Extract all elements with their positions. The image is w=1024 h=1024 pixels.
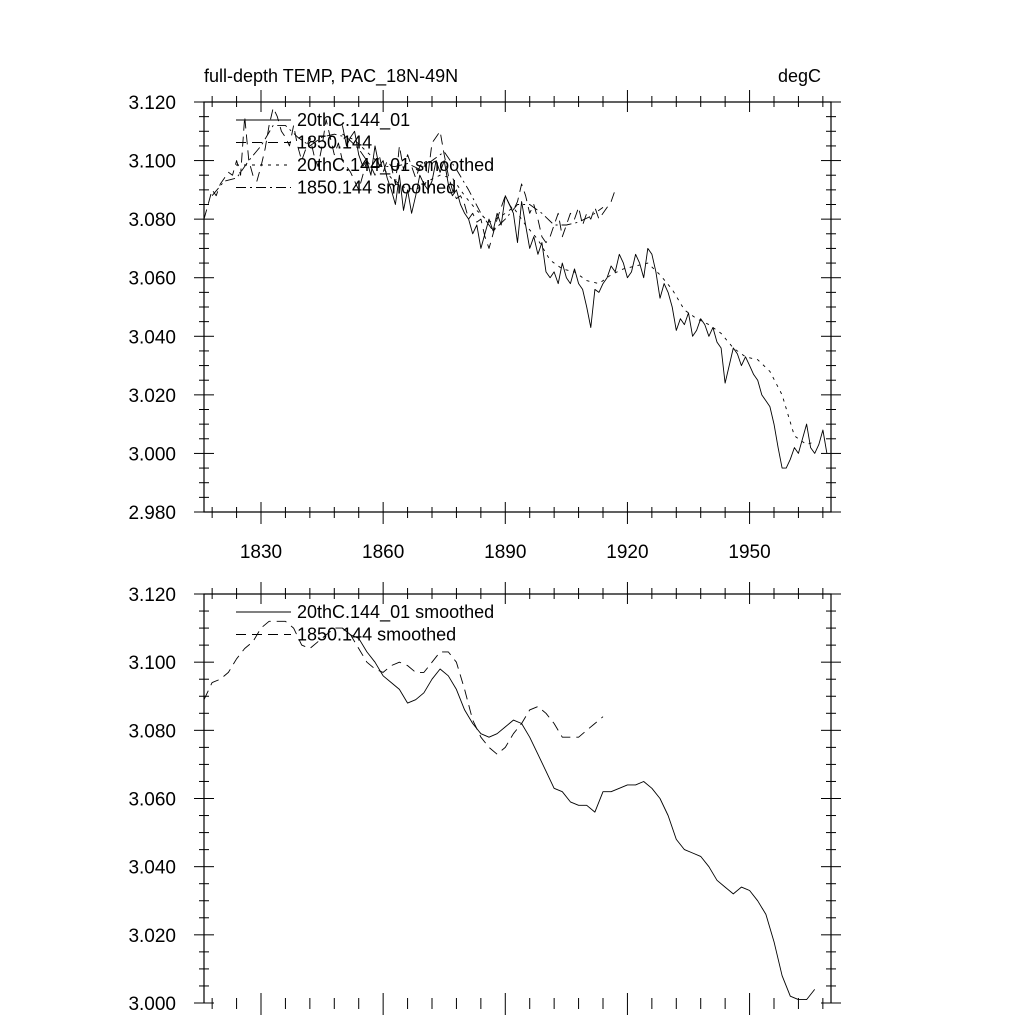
ticks-layer-top	[194, 90, 841, 524]
x-tick-label: 1830	[240, 542, 282, 563]
series-line-1850-144-smoothed	[211, 124, 604, 232]
y-tick-label: 3.040	[128, 327, 176, 348]
y-tick-label: 3.080	[128, 210, 176, 231]
plot-area-top: 2.980 3.000 3.020 3.040 3.060 3.080 3.100 3.120…	[128, 90, 841, 563]
legend-label: 20thC.144_01	[297, 110, 410, 131]
y-tick-label: 3.080	[128, 721, 176, 742]
y-tick-label: 3.060	[128, 790, 176, 811]
plot-area-bottom: 3.000 3.020 3.040 3.060 3.080 3.100 3.120 20th…	[128, 582, 841, 1015]
chart-title: full-depth TEMP, PAC_18N-49N	[204, 66, 458, 87]
y-tick-label: 3.120	[128, 585, 176, 606]
y-tick-label: 3.000	[128, 994, 176, 1015]
y-tick-label: 3.060	[128, 269, 176, 290]
series-line-20thc-144-01-smoothed	[342, 133, 815, 446]
legend-label: 20thC.144_01 smoothed	[297, 155, 494, 176]
x-tick-label: 1920	[606, 542, 648, 563]
y-tick-label: 3.120	[128, 93, 176, 114]
series-layer-top	[204, 107, 828, 469]
chart-panel-bottom: 3.000 3.020 3.040 3.060 3.080 3.100 3.120 20th…	[128, 582, 841, 1015]
y-tick-label: 3.020	[128, 386, 176, 407]
legend-label: 1850.144 smoothed	[297, 625, 456, 645]
y-tick-label: 3.040	[128, 858, 176, 879]
y-tick-label: 3.000	[128, 444, 176, 465]
x-tick-label: 1890	[484, 542, 526, 563]
legend-label: 20thC.144_01 smoothed	[297, 602, 494, 623]
plot-frame	[203, 593, 832, 1003]
series-line-20thc-144-01-smoothed	[342, 627, 816, 1001]
chart-units: degC	[778, 66, 821, 86]
y-tick-label: 3.020	[128, 926, 176, 947]
chart-panel-top: full-depth TEMP, PAC_18N-49N degC 2.980 3…	[128, 66, 841, 563]
ticks-layer-bottom	[194, 582, 841, 1015]
tick-labels-bottom: 3.000 3.020 3.040 3.060 3.080 3.100 3.120	[128, 585, 176, 1015]
series-line-20thc-144-01	[341, 125, 828, 469]
series-line-1850-144	[204, 107, 616, 249]
legend-label: 1850.144 smoothed	[297, 178, 456, 198]
x-tick-label: 1860	[362, 542, 404, 563]
series-layer-bottom	[204, 620, 816, 1001]
x-tick-label: 1950	[728, 542, 770, 563]
legend-label: 1850.144	[297, 133, 372, 153]
y-tick-label: 3.100	[128, 152, 176, 173]
y-tick-label: 3.100	[128, 653, 176, 674]
y-tick-label: 2.980	[128, 503, 176, 524]
tick-labels-top: 2.980 3.000 3.020 3.040 3.060 3.080 3.100 3.120…	[128, 93, 770, 563]
series-line-1850-144-smoothed	[204, 620, 604, 755]
